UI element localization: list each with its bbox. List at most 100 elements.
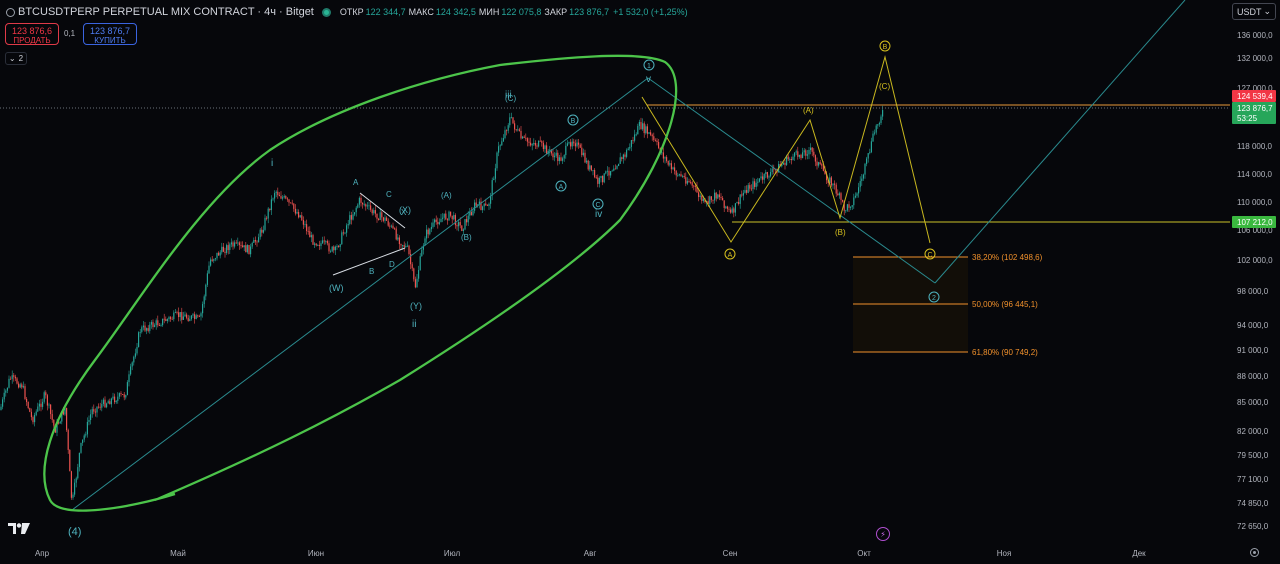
time-tick-label: Июн — [308, 549, 324, 558]
candle-body — [784, 162, 786, 165]
candle-body — [304, 224, 306, 225]
candle-body — [637, 125, 639, 135]
candle-body — [66, 407, 68, 431]
indicators-toggle-button[interactable]: ⌄ 2 — [5, 52, 27, 65]
indicators-count: 2 — [18, 54, 24, 63]
candle-body — [698, 192, 700, 197]
candle-body — [453, 215, 455, 220]
candle-body — [354, 212, 356, 215]
candle-body — [827, 180, 829, 183]
candle-body — [816, 161, 818, 166]
candle-body — [502, 138, 504, 142]
live-status-icon — [321, 7, 331, 17]
candle-body — [528, 141, 530, 143]
candle-body — [301, 215, 303, 220]
candle-body — [494, 168, 496, 179]
candle-body — [795, 151, 797, 153]
candle-body — [242, 245, 244, 248]
candle-body — [755, 182, 757, 187]
candle-body — [261, 229, 263, 233]
candle-body — [166, 319, 168, 321]
candle-body — [773, 168, 775, 170]
lightning-icon[interactable]: ⚡ — [876, 527, 890, 541]
sell-button[interactable]: 123 876,6 ПРОДАТЬ — [5, 23, 59, 45]
candle-body — [843, 201, 845, 211]
candle-body — [120, 393, 122, 395]
candle-body — [131, 362, 133, 367]
low-label: МИН — [478, 7, 500, 17]
candle-body — [437, 221, 439, 225]
candle-body — [840, 193, 842, 201]
candle-body — [37, 406, 39, 412]
currency-select[interactable]: USDT ⌄ — [1232, 3, 1276, 20]
candle-body — [210, 259, 212, 266]
candle-body — [278, 195, 280, 197]
gear-icon[interactable] — [1250, 548, 1259, 557]
symbol-title[interactable]: BTCUSDTPERP PERPETUAL MIX CONTRACT · 4ч … — [18, 6, 314, 18]
candle-body — [718, 194, 720, 198]
price-tick-label: 82 000,0 — [1237, 427, 1269, 436]
candle-body — [688, 181, 690, 183]
candle-body — [194, 314, 196, 319]
price-tick-label: 127 000,0 — [1237, 84, 1273, 93]
candle-body — [96, 406, 98, 413]
candle-body — [702, 198, 704, 201]
candle-body — [739, 194, 741, 204]
candle-body — [786, 156, 788, 165]
low-value: 122 075,8 — [501, 7, 542, 17]
candle-body — [587, 160, 589, 170]
candle-body — [82, 439, 84, 443]
candle-body — [384, 217, 386, 221]
candle-body — [274, 193, 276, 199]
candle-body — [682, 175, 684, 177]
candle-body — [256, 241, 258, 243]
candle-body — [336, 246, 338, 247]
candle-body — [448, 211, 450, 221]
tradingview-logo-icon[interactable] — [8, 523, 30, 534]
candle-body — [85, 434, 87, 436]
candle-body — [40, 403, 42, 407]
candle-body — [51, 414, 53, 420]
yellow-label-a-paren: (A) — [803, 106, 814, 115]
price-tick-label: 94 000,0 — [1237, 321, 1269, 330]
candle-body — [10, 378, 12, 380]
candle-body — [725, 206, 727, 208]
candle-body — [624, 154, 626, 157]
candle-body — [493, 178, 495, 181]
candle-body — [198, 316, 200, 318]
candle-body — [286, 198, 288, 200]
candle-body — [549, 149, 551, 151]
spread-value: 0,1 — [64, 29, 76, 38]
candle-body — [598, 177, 600, 184]
currency-value: USDT — [1237, 6, 1262, 17]
candle-body — [32, 417, 34, 423]
candle-body — [848, 204, 850, 208]
candle-body — [466, 219, 468, 223]
candle-body — [259, 229, 261, 238]
candle-body — [829, 177, 831, 183]
candle-body — [798, 154, 800, 157]
candle-body — [475, 202, 477, 206]
candle-body — [58, 422, 60, 424]
candle-body — [555, 152, 557, 156]
price-tick-label: 72 650,0 — [1237, 522, 1269, 531]
sell-price: 123 876,6 — [11, 26, 53, 36]
candle-body — [211, 259, 213, 261]
candle-body — [458, 222, 460, 227]
candle-body — [269, 208, 271, 211]
candle-body — [104, 399, 106, 408]
candle-body — [430, 226, 432, 230]
candle-body — [206, 273, 208, 285]
candle-body — [874, 132, 876, 134]
buy-button[interactable]: 123 876,7 КУПИТЬ — [83, 23, 137, 45]
candle-body — [558, 157, 560, 162]
candle-body — [562, 158, 564, 161]
wave-label-a-paren: (A) — [441, 191, 452, 200]
candle-body — [694, 185, 696, 187]
candle-body — [243, 245, 245, 248]
price-tick-label: 88 000,0 — [1237, 372, 1269, 381]
high-label: МАКС — [408, 7, 434, 17]
candle-body — [435, 219, 437, 222]
candle-body — [573, 141, 575, 144]
